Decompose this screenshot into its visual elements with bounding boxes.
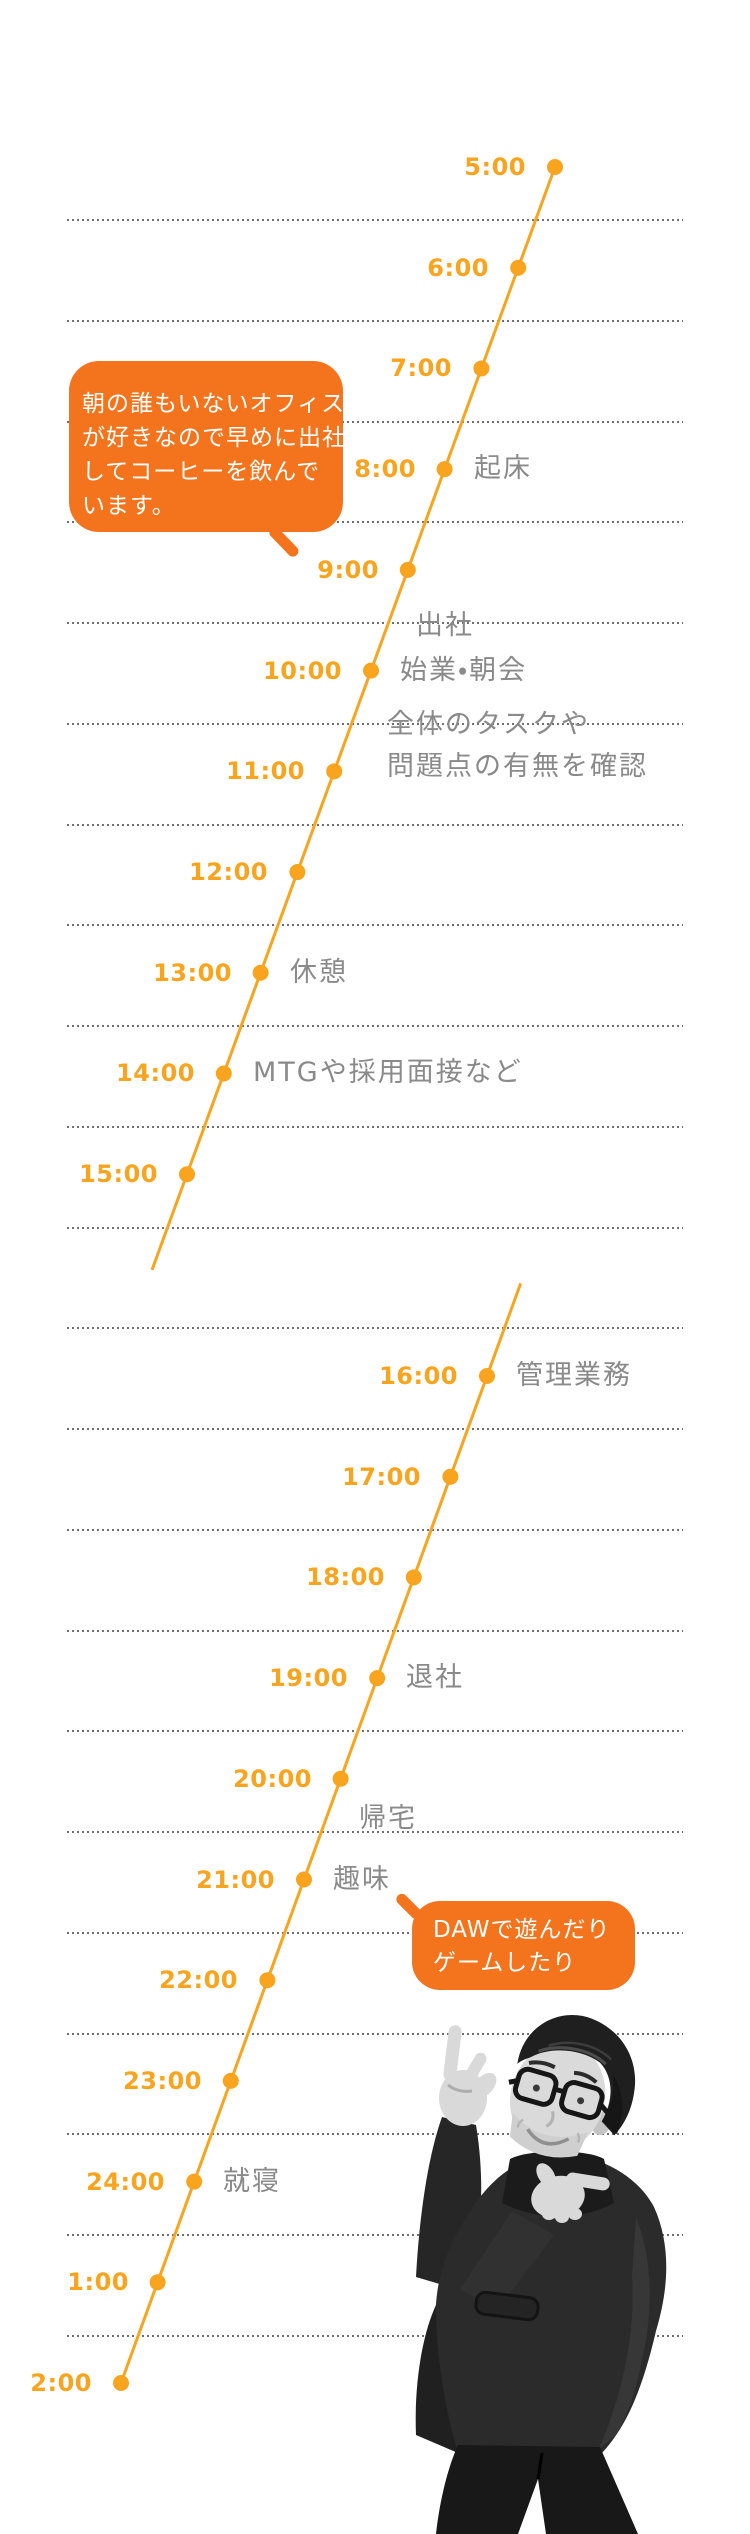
time-dot: [442, 1468, 459, 1485]
activity-label: 就寝: [223, 2166, 281, 2197]
person-photo: [415, 2015, 667, 2534]
time-label: 16:00: [379, 1362, 458, 1390]
time-label: 17:00: [342, 1463, 421, 1491]
time-label: 18:00: [306, 1563, 385, 1591]
hour-rule: [67, 1730, 683, 1732]
time-dot: [215, 1065, 232, 1082]
time-label: 23:00: [123, 2067, 202, 2095]
hour-rule: [67, 1025, 683, 1027]
activity-label: 帰宅: [359, 1803, 417, 1834]
hour-rule: [67, 1529, 683, 1531]
hour-rule: [67, 824, 683, 826]
hour-rule: [67, 924, 683, 926]
time-label: 2:00: [30, 2369, 92, 2397]
activity-label: 始業・朝会: [400, 655, 528, 686]
speech-bubble-morning: 朝の誰もいないオフィス が好きなので早めに出社 してコーヒーを飲んで います。: [69, 361, 346, 532]
time-label: 24:00: [86, 2168, 165, 2196]
time-dot: [259, 1972, 276, 1989]
hour-rule: [67, 1126, 683, 1128]
time-dot: [179, 1166, 195, 1183]
hour-rule: [67, 622, 683, 624]
time-dot: [436, 461, 453, 478]
activity-label: 退社: [406, 1662, 464, 1693]
bubble-text: ゲームしたり: [433, 1950, 577, 1976]
hour-rule: [67, 723, 683, 725]
activity-label: 休憩: [290, 957, 348, 988]
bubble-text: してコーヒーを飲んで: [82, 459, 321, 485]
time-label: 10:00: [263, 657, 342, 685]
bubble-text: います。: [82, 493, 176, 519]
time-dot: [296, 1871, 312, 1888]
activity-label: 出社: [416, 610, 474, 641]
time-dot: [510, 259, 527, 276]
time-dot: [113, 2375, 129, 2391]
activity-label: 起床: [474, 453, 532, 484]
bubble-text: DAWで遊んだり: [433, 1917, 611, 1943]
bubble-text: が好きなので早めに出社: [82, 425, 346, 451]
time-dot: [222, 2072, 239, 2089]
time-dot: [332, 1770, 349, 1787]
time-dot: [252, 964, 269, 981]
hour-rule: [67, 1227, 683, 1229]
time-label: 9:00: [317, 556, 379, 584]
time-label: 20:00: [233, 1765, 312, 1793]
time-label: 6:00: [427, 254, 489, 282]
time-dot: [186, 2173, 203, 2190]
hour-rule: [67, 1630, 683, 1632]
time-label: 11:00: [226, 757, 305, 785]
time-dot: [363, 662, 379, 679]
time-dot: [149, 2274, 166, 2291]
activity-label: 管理業務: [516, 1360, 632, 1391]
time-dot: [473, 360, 490, 377]
activity-label: MTGや採用面接など: [253, 1057, 523, 1088]
time-dot: [289, 864, 306, 881]
time-dot: [547, 159, 563, 175]
time-label: 1:00: [67, 2268, 129, 2296]
time-dot: [369, 1670, 386, 1687]
time-label: 22:00: [159, 1966, 238, 1994]
speech-bubble-tail: [394, 1891, 424, 1922]
time-dot: [399, 561, 416, 578]
time-label: 12:00: [189, 858, 268, 886]
time-dot: [326, 763, 343, 780]
hour-rule: [67, 1327, 683, 1329]
time-dot: [405, 1569, 422, 1586]
task-note-line-1: 全体のタスクや: [387, 709, 590, 740]
hour-rule: [67, 1428, 683, 1430]
time-label: 13:00: [153, 959, 232, 987]
activity-label: 趣味: [333, 1864, 391, 1895]
hour-rule: [67, 219, 683, 221]
time-label: 19:00: [269, 1664, 348, 1692]
time-label: 21:00: [196, 1866, 275, 1894]
speech-bubble-evening: DAWで遊んだり ゲームしたり: [412, 1901, 635, 1990]
time-label: 14:00: [116, 1059, 195, 1087]
time-label: 5:00: [464, 153, 526, 181]
time-dot: [479, 1368, 495, 1384]
task-note-line-2: 問題点の有無を確認: [387, 751, 648, 782]
hour-rule: [67, 320, 683, 322]
time-label: 15:00: [79, 1160, 158, 1188]
bubble-text: 朝の誰もいないオフィス: [82, 391, 346, 417]
